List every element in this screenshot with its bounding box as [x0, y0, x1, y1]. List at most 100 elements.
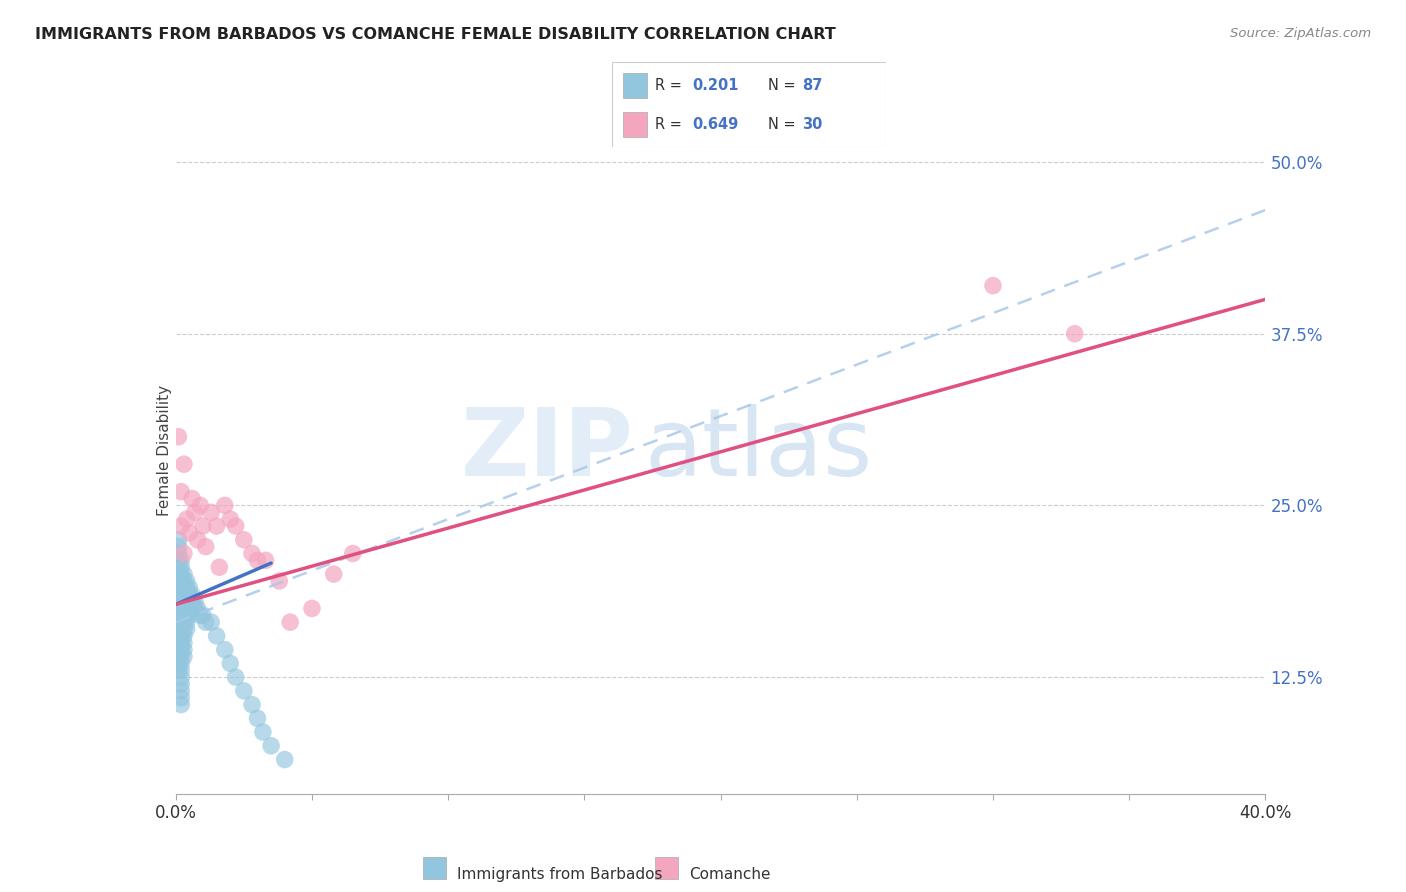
- Point: [191, 608, 214, 623]
- Point: [167, 601, 190, 615]
- Point: [176, 594, 198, 608]
- Point: [173, 546, 195, 561]
- Point: [208, 560, 231, 574]
- Point: [246, 711, 269, 725]
- Point: [176, 574, 198, 588]
- Point: [179, 608, 201, 623]
- Text: ZIP: ZIP: [461, 404, 633, 497]
- Point: [188, 608, 211, 623]
- Point: [240, 546, 263, 561]
- Point: [167, 622, 190, 636]
- Point: [167, 546, 190, 561]
- Text: 30: 30: [803, 117, 823, 132]
- Point: [173, 567, 195, 582]
- Point: [173, 629, 195, 643]
- Bar: [623, 112, 647, 137]
- Text: Source: ZipAtlas.com: Source: ZipAtlas.com: [1230, 27, 1371, 40]
- Point: [173, 608, 195, 623]
- Point: [167, 636, 190, 650]
- Point: [176, 608, 198, 623]
- Text: Immigrants from Barbados: Immigrants from Barbados: [457, 867, 662, 881]
- Point: [167, 657, 190, 671]
- Point: [246, 553, 269, 567]
- Point: [170, 484, 193, 499]
- Point: [170, 519, 193, 533]
- Point: [170, 663, 193, 677]
- Point: [205, 629, 228, 643]
- Point: [170, 683, 193, 698]
- Point: [167, 615, 190, 630]
- Point: [165, 574, 187, 588]
- Point: [170, 677, 193, 691]
- Point: [173, 588, 195, 602]
- Point: [188, 499, 211, 513]
- Point: [225, 519, 247, 533]
- Point: [179, 601, 201, 615]
- Point: [170, 588, 193, 602]
- Point: [167, 553, 190, 567]
- Point: [167, 663, 190, 677]
- Point: [342, 546, 364, 561]
- Point: [170, 594, 193, 608]
- Point: [181, 594, 204, 608]
- Point: [173, 594, 195, 608]
- Bar: [423, 857, 446, 879]
- FancyBboxPatch shape: [612, 62, 886, 147]
- Point: [170, 581, 193, 595]
- Point: [176, 601, 198, 615]
- Point: [170, 690, 193, 705]
- Point: [170, 698, 193, 712]
- Point: [232, 533, 254, 547]
- Point: [219, 512, 242, 526]
- Point: [173, 615, 195, 630]
- Text: N =: N =: [768, 78, 800, 93]
- Point: [167, 608, 190, 623]
- Point: [165, 581, 187, 595]
- Point: [191, 519, 214, 533]
- Point: [173, 649, 195, 664]
- Point: [184, 505, 207, 519]
- Text: atlas: atlas: [644, 404, 873, 497]
- Point: [194, 540, 217, 554]
- Point: [167, 430, 190, 444]
- Text: IMMIGRANTS FROM BARBADOS VS COMANCHE FEMALE DISABILITY CORRELATION CHART: IMMIGRANTS FROM BARBADOS VS COMANCHE FEM…: [35, 27, 837, 42]
- Point: [176, 622, 198, 636]
- Point: [176, 615, 198, 630]
- Point: [278, 615, 301, 630]
- Point: [179, 581, 201, 595]
- Point: [184, 601, 207, 615]
- Point: [173, 574, 195, 588]
- Point: [225, 670, 247, 684]
- Point: [176, 512, 198, 526]
- Bar: [623, 72, 647, 98]
- Point: [170, 636, 193, 650]
- Point: [173, 581, 195, 595]
- Point: [181, 588, 204, 602]
- Point: [186, 533, 209, 547]
- Point: [274, 753, 297, 767]
- Y-axis label: Female Disability: Female Disability: [157, 384, 172, 516]
- Point: [232, 683, 254, 698]
- Point: [173, 636, 195, 650]
- Point: [252, 725, 274, 739]
- Point: [170, 601, 193, 615]
- Text: 0.201: 0.201: [693, 78, 740, 93]
- Point: [260, 739, 283, 753]
- Bar: [655, 857, 678, 879]
- Point: [186, 601, 209, 615]
- Point: [194, 615, 217, 630]
- Point: [170, 670, 193, 684]
- Text: 87: 87: [803, 78, 823, 93]
- Point: [167, 533, 190, 547]
- Text: Comanche: Comanche: [689, 867, 770, 881]
- Point: [179, 588, 201, 602]
- Point: [170, 615, 193, 630]
- Point: [184, 594, 207, 608]
- Point: [240, 698, 263, 712]
- Point: [219, 657, 242, 671]
- Point: [176, 581, 198, 595]
- Point: [173, 601, 195, 615]
- Point: [1063, 326, 1085, 341]
- Point: [179, 525, 201, 540]
- Point: [173, 622, 195, 636]
